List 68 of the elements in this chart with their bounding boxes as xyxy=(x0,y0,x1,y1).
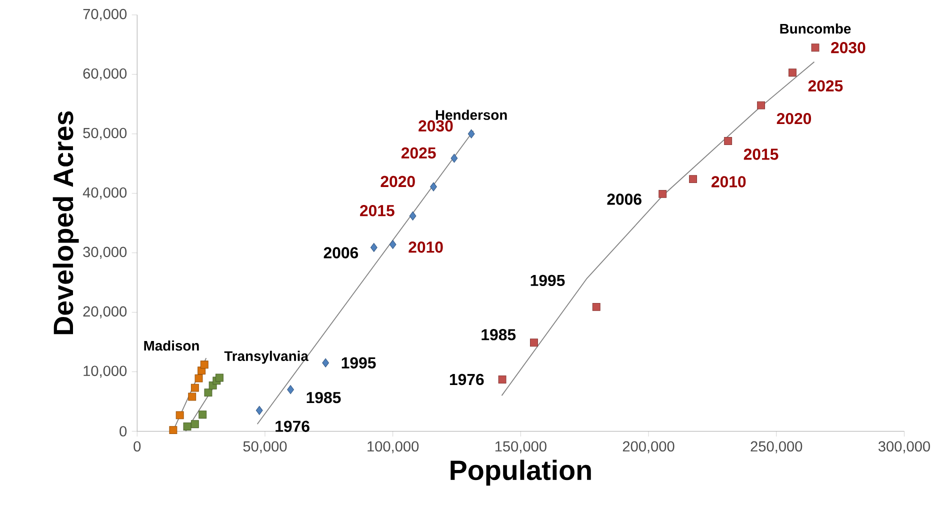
point xyxy=(190,384,199,392)
x-tick-label: 50,000 xyxy=(243,441,287,454)
y-tick-label: 60,000 xyxy=(83,68,127,81)
annotation: 2020 xyxy=(776,113,812,124)
point xyxy=(256,406,263,416)
annotation: 2030 xyxy=(831,42,866,54)
point xyxy=(204,388,212,397)
point xyxy=(592,303,600,312)
point xyxy=(287,385,294,394)
point xyxy=(724,137,732,146)
y-tick-label: 30,000 xyxy=(83,246,127,259)
y-axis-title: Developed Acres xyxy=(52,111,79,334)
annotation: 2006 xyxy=(607,194,642,205)
point xyxy=(409,212,416,221)
point xyxy=(169,426,178,434)
point xyxy=(188,392,196,401)
point xyxy=(689,175,698,184)
point xyxy=(200,360,208,369)
point xyxy=(183,422,192,431)
annotation: 2020 xyxy=(380,176,415,188)
annotation: 2010 xyxy=(712,176,746,188)
series-label: Buncombe xyxy=(780,24,851,34)
y-tick-label: 70,000 xyxy=(83,9,127,22)
x-axis-title: Population xyxy=(450,460,591,486)
annotation: 1995 xyxy=(342,357,376,369)
point xyxy=(811,44,820,52)
x-tick-label: 200,000 xyxy=(622,441,674,454)
point xyxy=(530,338,538,347)
point xyxy=(788,68,796,77)
annotation: 1995 xyxy=(530,274,565,286)
point xyxy=(430,182,437,192)
point xyxy=(322,358,330,368)
y-tick-label: 20,000 xyxy=(83,306,127,318)
y-tick-label: 0 xyxy=(120,426,127,437)
point xyxy=(190,420,199,428)
point xyxy=(450,154,458,163)
y-tick-label: 10,000 xyxy=(84,366,127,378)
annotation: 2015 xyxy=(360,205,394,216)
point xyxy=(389,240,396,250)
y-tick-label: 40,000 xyxy=(82,187,127,200)
series-label: Henderson xyxy=(436,110,507,120)
series-label: Transylvania xyxy=(224,350,309,364)
x-tick-label: 300,000 xyxy=(878,441,930,454)
x-tick-label: 250,000 xyxy=(750,441,802,454)
x-tick-label: 0 xyxy=(134,441,141,452)
point xyxy=(498,376,506,384)
y-tick-label: 50,000 xyxy=(83,128,127,140)
point xyxy=(198,410,207,419)
point xyxy=(468,129,475,138)
annotation: 2025 xyxy=(401,147,436,159)
point xyxy=(658,190,667,198)
point xyxy=(176,411,184,420)
point xyxy=(215,374,224,382)
point xyxy=(370,243,378,252)
annotation: 2030 xyxy=(418,120,453,132)
annotation: 1976 xyxy=(450,374,484,386)
annotation: 1985 xyxy=(482,329,516,340)
annotation: 2015 xyxy=(744,148,778,160)
annotation: 2025 xyxy=(808,80,843,92)
x-tick-label: 100,000 xyxy=(368,441,419,454)
series-label: Madison xyxy=(144,340,199,351)
annotation: 1985 xyxy=(306,392,341,404)
point xyxy=(194,374,203,382)
annotation: 1976 xyxy=(276,420,310,432)
annotation: 2010 xyxy=(408,242,443,253)
x-tick-label: 150,000 xyxy=(495,441,546,454)
annotation: 2006 xyxy=(324,247,358,258)
point xyxy=(757,101,766,110)
